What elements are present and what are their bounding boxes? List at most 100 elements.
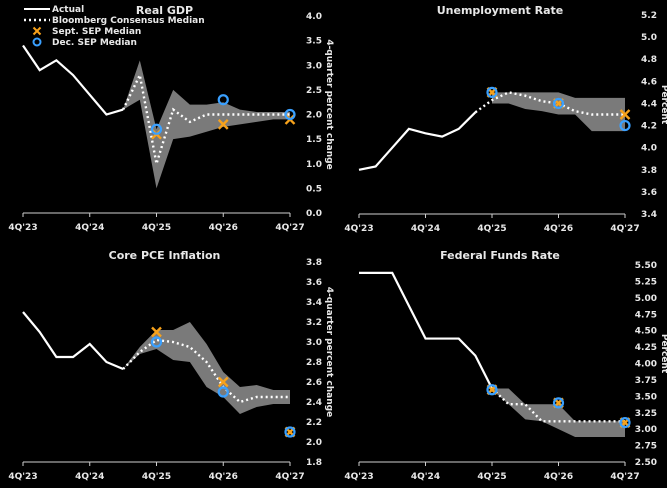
y-tick-label: 3.5 xyxy=(306,37,322,47)
actual-series-line xyxy=(358,111,477,171)
consensus-range-band xyxy=(123,322,290,414)
y-tick-label: 3.0 xyxy=(306,61,322,71)
sept-sep-x-stroke xyxy=(619,109,631,120)
legend-label: Actual xyxy=(52,5,84,15)
y-tick-label: 3.6 xyxy=(641,188,657,198)
x-tick-label: 4Q'25 xyxy=(142,472,171,482)
y-tick-label: 3.4 xyxy=(306,298,322,308)
chart-title: Core PCE Inflation xyxy=(109,249,221,262)
y-tick-label: 5.25 xyxy=(635,277,657,287)
y-tick-label: 3.2 xyxy=(306,318,322,328)
y-tick-label: 5.2 xyxy=(641,11,657,21)
y-tick-label: 5.50 xyxy=(635,261,657,271)
panel-real-gdp: Real GDP 0.0 0.5 1.0 1.5 2.0 2.5 3.0 3.5 4.0 4-qua… xyxy=(8,4,334,233)
y-tick-label: 2.5 xyxy=(306,86,322,96)
y-tick-label: 4.6 xyxy=(641,77,657,87)
y-tick-label: 4.8 xyxy=(641,55,657,65)
x-tick-label: 4Q'27 xyxy=(610,472,639,482)
dec-sep-marker xyxy=(217,386,229,398)
y-tick-label: 4.0 xyxy=(306,12,322,22)
x-tick-label: 4Q'25 xyxy=(477,224,506,234)
consensus-median-line xyxy=(474,91,625,116)
y-tick-label: 4.75 xyxy=(635,310,657,320)
dec-sep-marker xyxy=(284,108,296,121)
y-tick-label: 2.0 xyxy=(306,111,322,121)
x-tick-label: 4Q'23 xyxy=(344,472,373,482)
y-tick-label: 2.0 xyxy=(306,438,322,448)
dec-sep-marker xyxy=(552,97,565,110)
y-tick-label: 1.8 xyxy=(306,458,322,468)
legend-item: Bloomberg Consensus Median xyxy=(24,16,205,26)
dec-sep-marker xyxy=(486,86,498,98)
consensus-median-line xyxy=(122,338,290,404)
panel-core-pce: Core PCE Inflation 1.8 2.0 2.2 2.4 2.6 2.8 3.0 3… xyxy=(8,249,334,482)
y-tick-label: 3.25 xyxy=(635,409,657,419)
sept-sep-x-stroke xyxy=(151,326,162,338)
consensus-range-band xyxy=(123,60,290,189)
y-tick-label: 5.00 xyxy=(635,294,657,304)
y-tick-label: 2.50 xyxy=(635,458,657,468)
y-tick-label: 4.00 xyxy=(635,360,657,370)
y-tick-label: 2.6 xyxy=(306,378,322,388)
actual-series-line xyxy=(22,311,124,371)
dec-sep-marker xyxy=(150,123,163,135)
dec-sep-marker xyxy=(619,119,631,132)
dec-sep-marker xyxy=(284,426,296,438)
y-tick-label: 3.8 xyxy=(306,258,322,268)
y-axis-label: 4-quarter percent change xyxy=(324,39,334,169)
actual-series-line xyxy=(359,271,493,389)
consensus-range-band xyxy=(492,388,625,438)
y-tick-label: 3.8 xyxy=(641,166,657,176)
y-tick-label: 3.00 xyxy=(635,425,657,435)
x-tick-label: 4Q'24 xyxy=(75,472,104,482)
x-tick-label: 4Q'24 xyxy=(411,224,440,234)
y-tick-label: 3.6 xyxy=(306,278,322,288)
y-tick-label: 1.5 xyxy=(306,135,322,145)
dec-sep-marker xyxy=(552,397,565,409)
x-tick-label: 4Q'27 xyxy=(275,472,304,482)
y-axis-label: Percent xyxy=(659,334,667,374)
actual-series-line xyxy=(22,44,124,116)
dec-sep-marker xyxy=(486,384,498,396)
x-tick-label: 4Q'26 xyxy=(544,224,573,234)
legend-label: Dec. SEP Median xyxy=(52,38,137,48)
panel-unemployment-rate: Unemployment Rate 3.4 3.6 3.8 4.0 4.2 4.4 4.6 4.… xyxy=(344,4,667,234)
y-tick-label: 3.75 xyxy=(635,376,657,386)
y-tick-label: 2.2 xyxy=(306,418,322,428)
legend-x-marker-icon xyxy=(32,26,42,36)
x-tick-label: 4Q'23 xyxy=(344,224,373,234)
y-tick-label: 1.0 xyxy=(306,160,322,170)
y-tick-label: 5.0 xyxy=(641,33,657,43)
x-tick-label: 4Q'24 xyxy=(75,223,104,233)
x-tick-label: 4Q'24 xyxy=(411,472,440,482)
y-tick-label: 0.5 xyxy=(306,184,322,194)
sept-sep-x-stroke xyxy=(217,376,229,388)
legend-circle-marker-icon xyxy=(32,37,42,47)
x-tick-label: 4Q'26 xyxy=(209,223,238,233)
y-tick-label: 4.25 xyxy=(635,343,657,353)
legend-item: Sept. SEP Median xyxy=(32,26,141,37)
chart-title: Unemployment Rate xyxy=(437,4,564,17)
x-tick-label: 4Q'25 xyxy=(142,223,171,233)
sept-sep-marker xyxy=(217,119,229,130)
sept-sep-x-stroke xyxy=(217,119,229,130)
y-tick-label: 2.8 xyxy=(306,358,322,368)
y-axis-label: Percent xyxy=(659,85,667,125)
panel-fed-funds-rate: Federal Funds Rate 2.50 2.75 3.00 3.25 3.50 3.… xyxy=(344,249,667,482)
y-tick-label: 0.0 xyxy=(306,209,322,219)
x-tick-label: 4Q'23 xyxy=(8,223,37,233)
y-tick-label: 4.4 xyxy=(641,99,657,109)
y-tick-label: 2.75 xyxy=(635,442,657,452)
consensus-range-band xyxy=(492,92,625,132)
x-tick-label: 4Q'23 xyxy=(8,472,37,482)
sept-sep-marker xyxy=(151,326,162,338)
legend-label: Bloomberg Consensus Median xyxy=(52,16,205,26)
legend-item: Actual xyxy=(24,5,84,15)
chart-title: Federal Funds Rate xyxy=(440,249,560,262)
y-tick-label: 3.4 xyxy=(641,210,657,220)
y-tick-label: 3.0 xyxy=(306,338,322,348)
x-tick-label: 4Q'25 xyxy=(477,472,506,482)
legend-label: Sept. SEP Median xyxy=(52,27,141,37)
